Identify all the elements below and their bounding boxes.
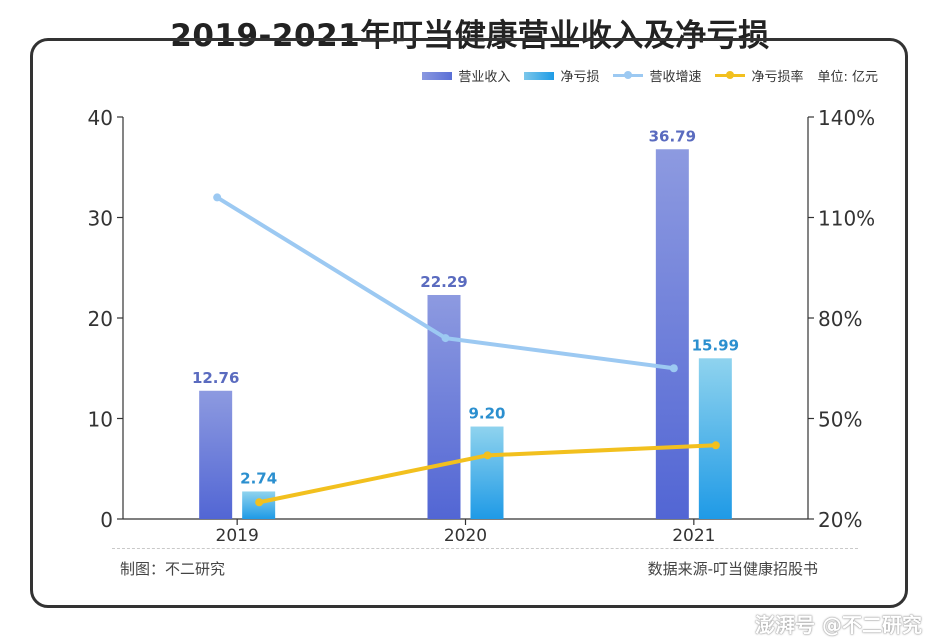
- footer-divider: [112, 548, 858, 549]
- y-right-tick-label: 50%: [818, 408, 862, 432]
- footer-source: 数据来源-叮当健康招股书: [647, 560, 818, 578]
- y-left-tick-label: 40: [88, 106, 113, 130]
- bar-label-revenue-2020: 22.29: [420, 273, 467, 291]
- bar-label-net-loss-2021: 15.99: [692, 336, 739, 354]
- bar-net-loss-2021: [698, 358, 732, 519]
- legend-swatch-net-loss-rate: [715, 71, 746, 79]
- x-tick-label-2021: 2021: [672, 526, 715, 546]
- x-tick-label-2020: 2020: [444, 526, 487, 546]
- legend-item-revenue-growth: 营收增速: [613, 66, 701, 85]
- legend-swatch-revenue-growth: [613, 71, 644, 79]
- x-tick-label-2019: 2019: [216, 526, 259, 546]
- legend-swatch-net-loss: [524, 71, 555, 80]
- unit-label: 单位: 亿元: [817, 70, 878, 85]
- point-revenue-growth-2021: [669, 364, 678, 373]
- legend: 营业收入 净亏损 营收增速 净亏损率 单位: 亿元: [422, 66, 878, 85]
- chart-title: 2019-2021年叮当健康营业收入及净亏损: [152, 10, 788, 62]
- y-right-tick-label: 140%: [818, 106, 875, 130]
- point-net-loss-rate-2020: [483, 451, 492, 460]
- legend-label-net-loss-rate: 净亏损率: [751, 70, 804, 85]
- chart-frame: [30, 38, 908, 608]
- legend-item-net-loss-rate: 净亏损率: [715, 66, 803, 85]
- legend-swatch-revenue: [422, 71, 453, 80]
- bar-net-loss-2020: [470, 426, 504, 519]
- y-right-tick-label: 80%: [818, 307, 862, 331]
- footer-credit: 制图：不二研究: [120, 560, 226, 578]
- y-left-tick-label: 20: [88, 307, 113, 331]
- bar-label-net-loss-2020: 9.20: [468, 405, 505, 423]
- point-revenue-growth-2019: [213, 193, 222, 202]
- legend-label-revenue-growth: 营收增速: [649, 70, 702, 85]
- bar-label-revenue-2019: 12.76: [192, 369, 239, 387]
- point-revenue-growth-2020: [441, 334, 450, 343]
- point-net-loss-rate-2019: [255, 498, 264, 507]
- y-right-tick-label: 20%: [818, 508, 862, 532]
- bar-revenue-2019: [199, 390, 233, 519]
- y-left-tick-label: 0: [100, 508, 113, 532]
- bar-label-revenue-2021: 36.79: [649, 127, 696, 145]
- legend-item-revenue: 营业收入: [422, 66, 510, 85]
- bar-label-net-loss-2019: 2.74: [240, 469, 277, 487]
- title-wrap: 2019-2021年叮当健康营业收入及净亏损: [0, 10, 940, 62]
- bar-revenue-2021: [655, 149, 689, 519]
- legend-label-revenue: 营业收入: [458, 70, 511, 85]
- y-right-tick-label: 110%: [818, 207, 875, 231]
- y-left-tick-label: 10: [88, 408, 113, 432]
- legend-item-net-loss: 净亏损: [524, 66, 599, 85]
- y-left-tick-label: 30: [88, 207, 113, 231]
- legend-label-net-loss: 净亏损: [560, 70, 600, 85]
- watermark-brand: 澎湃号 @不二研究: [755, 613, 922, 637]
- point-net-loss-rate-2021: [711, 441, 720, 450]
